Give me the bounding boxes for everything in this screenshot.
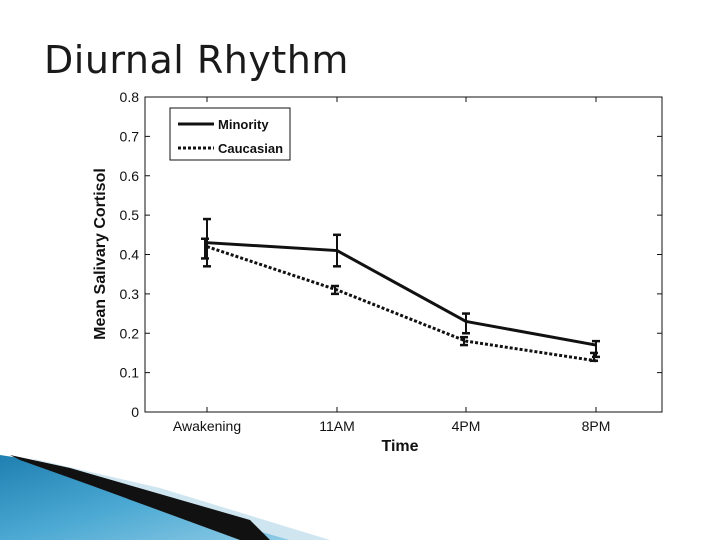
x-axis: Awakening 11AM 4PM 8PM bbox=[173, 97, 611, 434]
y-tick-label: 0.7 bbox=[120, 128, 140, 144]
y-tick-label: 0 bbox=[131, 404, 139, 420]
x-tick-label: 4PM bbox=[452, 418, 481, 434]
y-axis: 0 0.1 0.2 0.3 0.4 0.5 0.6 0.7 0.8 bbox=[120, 89, 662, 420]
y-tick-label: 0.1 bbox=[120, 365, 140, 381]
corner-swoosh-dark bbox=[10, 455, 270, 540]
legend: Minority Caucasian bbox=[169, 107, 291, 161]
x-tick-label: Awakening bbox=[173, 418, 241, 434]
y-tick-label: 0.5 bbox=[120, 207, 140, 223]
y-tick-label: 0.4 bbox=[120, 247, 140, 263]
y-tick-label: 0.2 bbox=[120, 325, 140, 341]
y-tick-label: 0.6 bbox=[120, 168, 140, 184]
series-line-caucasian bbox=[206, 245, 597, 363]
legend-label-caucasian: Caucasian bbox=[218, 141, 283, 156]
legend-label-minority: Minority bbox=[218, 117, 269, 132]
series-line-minority bbox=[206, 241, 597, 347]
slide-title: Diurnal Rhythm bbox=[44, 38, 349, 82]
x-tick-label: 11AM bbox=[319, 418, 355, 434]
x-axis-label: Time bbox=[381, 438, 418, 455]
series-layer bbox=[201, 217, 600, 363]
y-tick-label: 0.8 bbox=[120, 89, 140, 105]
y-tick-label: 0.3 bbox=[120, 286, 140, 302]
x-tick-label: 8PM bbox=[582, 418, 611, 434]
legend-box bbox=[169, 107, 291, 161]
y-axis-label: Mean Salivary Cortisol bbox=[92, 168, 109, 340]
